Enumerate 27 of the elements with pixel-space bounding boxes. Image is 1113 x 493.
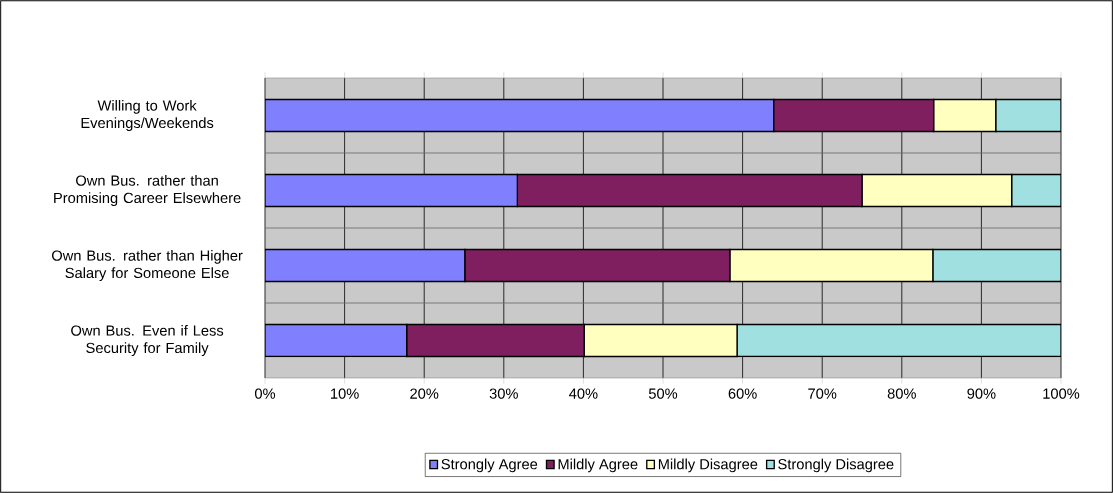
bar <box>265 98 775 133</box>
x-tick-label: 90% <box>967 388 996 399</box>
x-tick-label: 50% <box>648 388 678 399</box>
x-tick-label: 60% <box>728 388 757 399</box>
bar <box>932 248 1062 283</box>
y-tick-label: Own Bus. Even if Less Security for Family <box>71 325 224 356</box>
legend-label: Strongly Disagree <box>778 458 894 473</box>
x-tick-label: 0% <box>254 388 276 399</box>
bar <box>736 323 1062 358</box>
x-tick-label: 10% <box>331 388 359 399</box>
y-tick-label: Own Bus. rather than Promising Career Elsewhere <box>54 175 241 206</box>
legend-label: Mildly Agree <box>558 458 638 473</box>
x-tick-label: 100% <box>1043 388 1080 399</box>
x-tick-label: 20% <box>410 388 439 399</box>
bar <box>265 173 518 208</box>
x-tick-label: 70% <box>808 388 837 399</box>
x-tick-label: 80% <box>887 388 916 399</box>
bar <box>1010 173 1062 208</box>
bar <box>265 248 466 283</box>
legend-label: Mildly Disagree <box>658 458 758 473</box>
bar <box>995 98 1062 133</box>
x-tick-label: 40% <box>569 388 598 399</box>
legend-label: Strongly Agree <box>441 458 538 473</box>
bar <box>265 323 408 358</box>
x-tick-label: 30% <box>489 388 518 399</box>
y-tick-label: Willing to Work Evenings/Weekends <box>81 100 214 131</box>
y-tick-label: Own Bus. rather than Higher Salary for Someone Else <box>52 250 243 281</box>
